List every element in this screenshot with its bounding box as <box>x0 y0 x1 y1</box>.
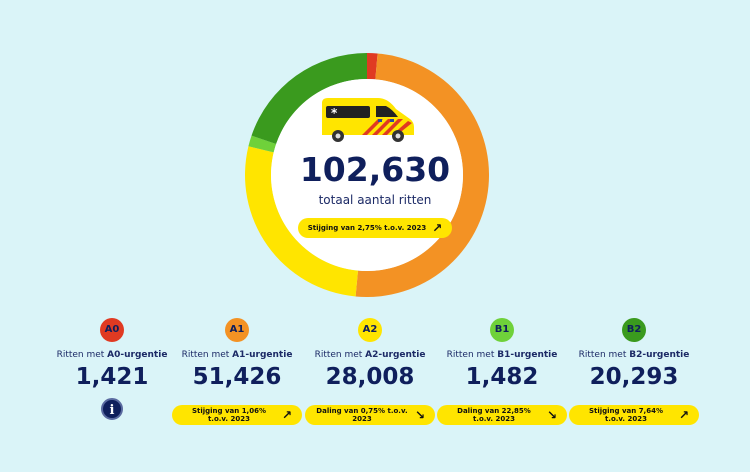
urgency-count: 1,421 <box>75 364 149 390</box>
urgency-card-a1: A1 Ritten met A1-urgentie 51,426 Stijgin… <box>172 318 302 425</box>
arrow-down-right-icon: ↘ <box>414 408 425 422</box>
total-trend-badge: Stijging van 2,75% t.o.v. 2023 ↗ <box>297 218 453 238</box>
urgency-count: 51,426 <box>192 364 282 390</box>
arrow-up-right-icon: ↗ <box>432 221 443 235</box>
urgency-badge: B1 <box>490 318 514 342</box>
label-urgency: A1-urgentie <box>232 350 293 360</box>
urgency-count: 20,293 <box>589 364 679 390</box>
urgency-badge: A2 <box>358 318 382 342</box>
label-urgency: A0-urgentie <box>107 350 168 360</box>
trend-text: Stijging van 2,75% t.o.v. 2023 <box>307 224 427 232</box>
donut-segment-a1 <box>355 53 489 297</box>
trend-text: Stijging van 7,64% t.o.v. 2023 <box>588 407 663 423</box>
arrow-down-right-icon: ↘ <box>546 408 557 422</box>
urgency-label: Ritten met B1-urgentie <box>437 350 567 360</box>
donut-segment-a0 <box>367 53 378 80</box>
urgency-label: Ritten met A0-urgentie <box>47 350 177 360</box>
urgency-count: 28,008 <box>325 364 415 390</box>
label-prefix: Ritten met <box>314 350 366 360</box>
urgency-card-a2: A2 Ritten met A2-urgentie 28,008 Daling … <box>305 318 435 425</box>
trend-text: Daling van 22,85% t.o.v. 2023 <box>457 407 531 423</box>
urgency-label: Ritten met B2-urgentie <box>569 350 699 360</box>
total-rides-label: totaal aantal ritten <box>318 193 432 207</box>
urgency-card-b2: B2 Ritten met B2-urgentie 20,293 Stijgin… <box>569 318 699 425</box>
trend-badge: Daling van 0,75% t.o.v. 2023 ↘ <box>305 405 435 425</box>
arrow-up-right-icon: ↗ <box>678 408 689 422</box>
total-rides: 102,630 <box>299 150 451 189</box>
donut-segment-a2 <box>245 146 359 297</box>
label-urgency: B2-urgentie <box>629 350 690 360</box>
label-prefix: Ritten met <box>446 350 498 360</box>
urgency-card-b1: B1 Ritten met B1-urgentie 1,482 Daling v… <box>437 318 567 425</box>
donut-segment-b2 <box>251 53 367 145</box>
label-urgency: A2-urgentie <box>365 350 426 360</box>
trend-badge: Daling van 22,85% t.o.v. 2023 ↘ <box>437 405 567 425</box>
urgency-badge: A1 <box>225 318 249 342</box>
donut-segment-b1 <box>248 135 277 153</box>
label-prefix: Ritten met <box>181 350 233 360</box>
urgency-label: Ritten met A2-urgentie <box>305 350 435 360</box>
trend-badge: Stijging van 7,64% t.o.v. 2023 ↗ <box>569 405 699 425</box>
info-icon[interactable]: i <box>101 398 123 420</box>
label-prefix: Ritten met <box>56 350 108 360</box>
urgency-badge: A0 <box>100 318 124 342</box>
label-urgency: B1-urgentie <box>497 350 558 360</box>
trend-text: Daling van 0,75% t.o.v. 2023 <box>316 407 408 423</box>
svg-text:*: * <box>331 106 338 120</box>
trend-text: Stijging van 1,06% t.o.v. 2023 <box>191 407 266 423</box>
ambulance-icon: * <box>322 98 414 142</box>
label-prefix: Ritten met <box>578 350 630 360</box>
urgency-label: Ritten met A1-urgentie <box>172 350 302 360</box>
urgency-card-a0: A0 Ritten met A0-urgentie 1,421 i <box>47 318 177 420</box>
arrow-up-right-icon: ↗ <box>281 408 292 422</box>
urgency-count: 1,482 <box>465 364 539 390</box>
urgency-badge: B2 <box>622 318 646 342</box>
trend-badge: Stijging van 1,06% t.o.v. 2023 ↗ <box>172 405 302 425</box>
